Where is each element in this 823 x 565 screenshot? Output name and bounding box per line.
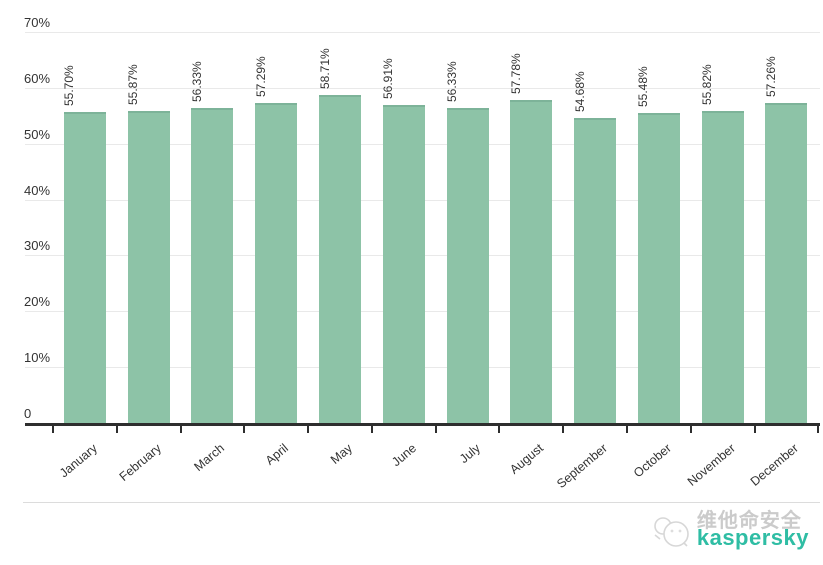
bar — [127, 110, 170, 423]
x-axis-month-label: September — [554, 441, 611, 492]
bar-value-label: 57.29% — [253, 56, 268, 97]
bar — [637, 113, 680, 423]
bar — [319, 95, 361, 423]
bar-value-label: 56.33% — [189, 61, 204, 103]
y-axis-tick-label: 50% — [24, 126, 51, 142]
bar-value-label: 55.82% — [700, 64, 715, 106]
bar — [191, 108, 234, 423]
x-axis-tick — [689, 425, 692, 433]
x-axis-tick — [307, 425, 310, 433]
bar-value-label: 55.87% — [126, 64, 141, 105]
x-axis-month-label: March — [191, 441, 228, 475]
y-gridline — [25, 87, 820, 89]
watermark: 维他命安全 kaspersky — [650, 511, 809, 549]
y-axis-tick-label: 70% — [24, 15, 51, 30]
y-axis-tick-label: 10% — [24, 350, 51, 366]
x-axis-month-label: July — [456, 441, 483, 467]
x-axis-tick — [562, 425, 565, 433]
bar-value-label: 55.48% — [636, 66, 651, 108]
bar — [63, 111, 106, 423]
panda-circle-outline-icon — [654, 517, 689, 547]
bar-value-label: 58.71% — [317, 48, 332, 90]
x-axis-tick — [626, 425, 629, 433]
y-axis-tick-label: 60% — [24, 70, 51, 86]
x-axis-month-label: May — [327, 441, 355, 467]
bar — [574, 117, 617, 423]
x-axis-month-label: June — [389, 441, 419, 470]
bar — [701, 111, 744, 423]
bar — [382, 105, 425, 423]
bar — [510, 100, 553, 423]
watermark-text: 维他命安全 kaspersky — [696, 510, 809, 550]
bar-value-label: 55.70% — [62, 65, 77, 106]
x-axis-tick — [753, 425, 756, 433]
footer-divider — [23, 502, 820, 503]
x-axis-month-label: April — [263, 441, 292, 468]
y-axis-tick-label: 20% — [24, 294, 51, 310]
kaspersky-wordmark: kaspersky — [696, 525, 809, 550]
x-axis-month-label: August — [507, 441, 547, 477]
x-axis-tick — [498, 425, 501, 433]
y-axis-tick-label: 30% — [24, 238, 51, 254]
x-axis-line — [25, 423, 820, 426]
x-axis-tick — [370, 425, 373, 433]
x-axis-tick — [817, 425, 820, 433]
x-axis-tick — [243, 425, 246, 433]
bar — [255, 102, 298, 423]
bar-value-label: 56.33% — [445, 61, 460, 103]
y-axis-tick-label: 40% — [24, 182, 51, 198]
x-axis-tick — [179, 425, 182, 433]
y-axis-tick-label: 0 — [24, 406, 32, 421]
watermark-brand-chinese: 维他命安全 — [696, 510, 802, 532]
x-axis-tick — [52, 425, 54, 433]
bar — [446, 108, 489, 423]
bar-value-label: 57.26% — [763, 56, 778, 98]
x-axis-tick — [434, 425, 437, 433]
x-axis-month-label: February — [116, 441, 164, 484]
x-axis-tick — [115, 425, 118, 433]
bar-value-label: 57.78% — [508, 53, 523, 95]
y-gridline — [25, 32, 820, 33]
bar-value-label: 54.68% — [572, 70, 587, 112]
bar — [765, 103, 808, 423]
bar-value-label: 56.91% — [381, 58, 396, 100]
